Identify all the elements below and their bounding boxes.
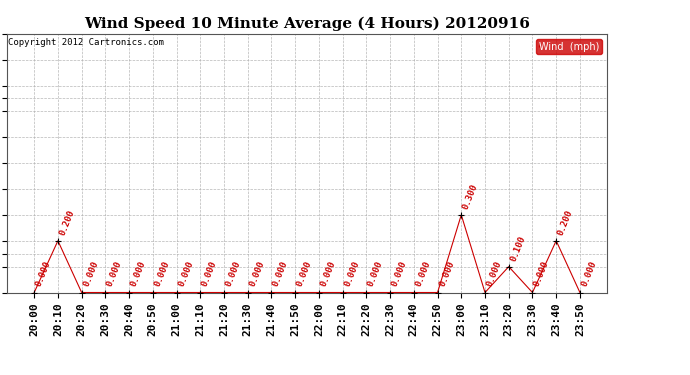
- Text: 0.000: 0.000: [81, 260, 100, 288]
- Text: 0.000: 0.000: [295, 260, 313, 288]
- Text: 0.000: 0.000: [152, 260, 171, 288]
- Text: 0.000: 0.000: [106, 260, 124, 288]
- Text: 0.000: 0.000: [533, 260, 551, 288]
- Text: 0.000: 0.000: [437, 260, 456, 288]
- Text: 0.000: 0.000: [271, 260, 290, 288]
- Text: 0.000: 0.000: [485, 260, 504, 288]
- Text: 0.000: 0.000: [200, 260, 219, 288]
- Text: 0.000: 0.000: [414, 260, 432, 288]
- Text: 0.000: 0.000: [390, 260, 408, 288]
- Text: 0.200: 0.200: [556, 209, 575, 237]
- Text: 0.000: 0.000: [580, 260, 598, 288]
- Text: Copyright 2012 Cartronics.com: Copyright 2012 Cartronics.com: [8, 38, 164, 46]
- Text: 0.000: 0.000: [34, 260, 52, 288]
- Title: Wind Speed 10 Minute Average (4 Hours) 20120916: Wind Speed 10 Minute Average (4 Hours) 2…: [84, 17, 530, 31]
- Text: 0.000: 0.000: [224, 260, 242, 288]
- Text: 0.000: 0.000: [366, 260, 385, 288]
- Text: 0.000: 0.000: [177, 260, 195, 288]
- Text: 0.000: 0.000: [343, 260, 361, 288]
- Legend: Wind  (mph): Wind (mph): [536, 39, 602, 54]
- Text: 0.300: 0.300: [462, 183, 480, 211]
- Text: 0.000: 0.000: [319, 260, 337, 288]
- Text: 0.100: 0.100: [509, 234, 527, 263]
- Text: 0.000: 0.000: [129, 260, 148, 288]
- Text: 0.000: 0.000: [248, 260, 266, 288]
- Text: 0.200: 0.200: [58, 209, 77, 237]
